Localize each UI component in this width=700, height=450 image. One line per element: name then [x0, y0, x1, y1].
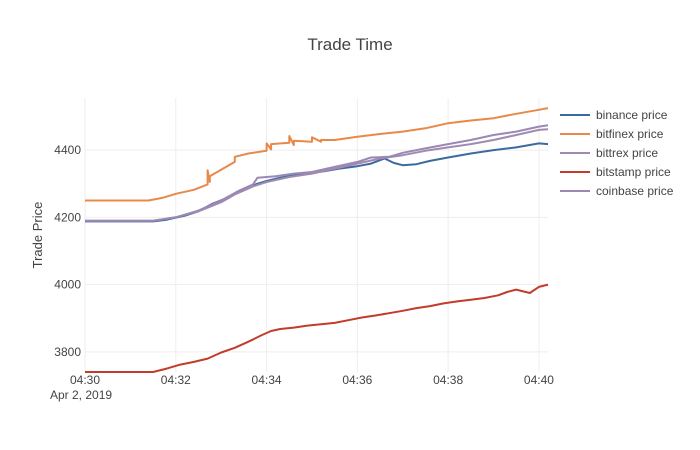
legend-item-bittrex-price[interactable]: bittrex price	[560, 146, 658, 160]
legend[interactable]: binance price bitfinex price bittrex price…	[560, 108, 674, 198]
bittrex-price-line	[85, 128, 549, 222]
x-tick-label: 04:34	[252, 373, 282, 387]
y-tick-label: 4000	[54, 278, 81, 292]
x-axis-date-label: Apr 2, 2019	[50, 388, 112, 402]
bitfinex-price-line	[85, 107, 549, 202]
y-tick-label: 4200	[54, 210, 81, 224]
legend-item-coinbase-price[interactable]: coinbase price	[560, 184, 674, 198]
y-tick-label: 3800	[54, 345, 81, 359]
y-axis-ticks: 3800 4000 4200 4400	[54, 143, 81, 359]
legend-item-bitstamp-price[interactable]: bitstamp price	[560, 165, 671, 179]
x-tick-label: 04:38	[433, 373, 463, 387]
x-tick-label: 04:40	[524, 373, 554, 387]
y-tick-label: 4400	[54, 143, 81, 157]
legend-item-binance-price[interactable]: binance price	[560, 108, 668, 122]
legend-label: bitstamp price	[596, 165, 671, 179]
series-lines	[85, 107, 549, 373]
y-axis-label: Trade Price	[30, 202, 45, 269]
legend-label: bitfinex price	[596, 127, 664, 141]
x-tick-label: 04:36	[342, 373, 372, 387]
legend-label: bittrex price	[596, 146, 658, 160]
legend-label: binance price	[596, 108, 668, 122]
binance-price-line	[85, 142, 549, 223]
x-tick-label: 04:32	[161, 373, 191, 387]
x-axis-ticks: 04:30 04:32 04:34 04:36 04:38 04:40	[70, 373, 554, 387]
coinbase-price-line	[85, 124, 549, 222]
chart-title: Trade Time	[307, 35, 392, 54]
bitstamp-price-line	[85, 283, 549, 373]
x-tick-label: 04:30	[70, 373, 100, 387]
legend-item-bitfinex-price[interactable]: bitfinex price	[560, 127, 664, 141]
legend-label: coinbase price	[596, 184, 674, 198]
